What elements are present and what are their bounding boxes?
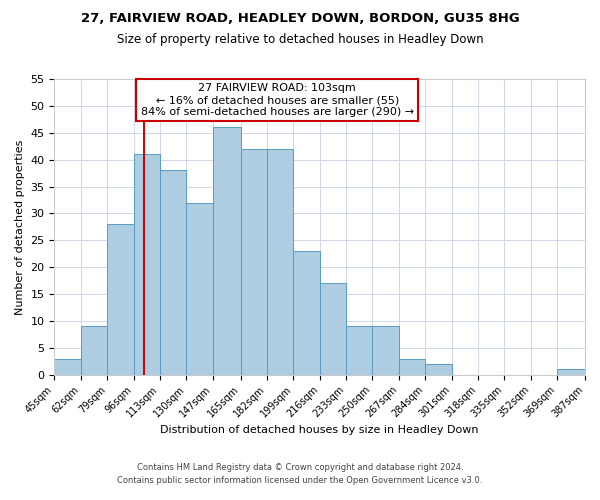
Bar — [55, 358, 81, 375]
Text: Size of property relative to detached houses in Headley Down: Size of property relative to detached ho… — [116, 32, 484, 46]
Bar — [107, 224, 134, 375]
Bar — [320, 284, 346, 375]
Bar — [425, 364, 452, 375]
Text: Contains HM Land Registry data © Crown copyright and database right 2024.: Contains HM Land Registry data © Crown c… — [137, 464, 463, 472]
Bar — [293, 251, 320, 375]
Bar — [134, 154, 160, 375]
Bar — [399, 358, 425, 375]
Bar — [557, 370, 585, 375]
Bar — [212, 128, 241, 375]
Y-axis label: Number of detached properties: Number of detached properties — [15, 139, 25, 314]
Bar — [241, 149, 267, 375]
Bar — [160, 170, 186, 375]
Bar — [186, 202, 212, 375]
Text: 27, FAIRVIEW ROAD, HEADLEY DOWN, BORDON, GU35 8HG: 27, FAIRVIEW ROAD, HEADLEY DOWN, BORDON,… — [80, 12, 520, 26]
Bar — [267, 149, 293, 375]
Bar — [346, 326, 373, 375]
Bar — [81, 326, 107, 375]
Text: Contains public sector information licensed under the Open Government Licence v3: Contains public sector information licen… — [118, 476, 482, 485]
Text: 27 FAIRVIEW ROAD: 103sqm
← 16% of detached houses are smaller (55)
84% of semi-d: 27 FAIRVIEW ROAD: 103sqm ← 16% of detach… — [140, 84, 414, 116]
Bar — [373, 326, 399, 375]
X-axis label: Distribution of detached houses by size in Headley Down: Distribution of detached houses by size … — [160, 425, 479, 435]
